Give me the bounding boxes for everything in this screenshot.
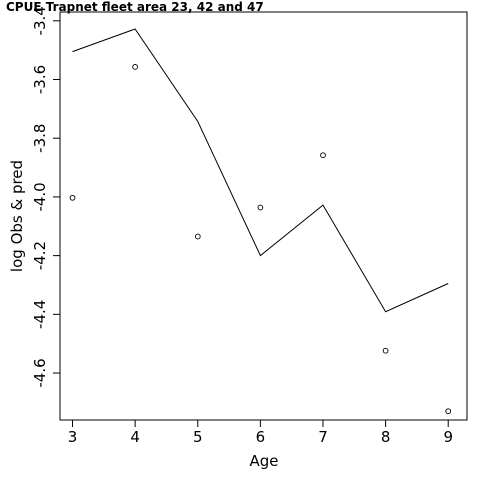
y-axis-label: log Obs & pred (8, 160, 26, 272)
y-tick-label: -4.4 (31, 300, 49, 329)
x-tick-label: 8 (381, 428, 391, 446)
x-tick-label: 6 (256, 428, 266, 446)
x-tick-label: 3 (68, 428, 78, 446)
observed-point (132, 64, 138, 70)
x-tick-label: 9 (443, 428, 453, 446)
y-tick-label: -4.6 (31, 358, 49, 387)
plot-area (69, 28, 452, 415)
y-tick-label: -4.0 (31, 182, 49, 211)
y-tick-label: -3.8 (31, 124, 49, 153)
x-axis-label: Age (249, 452, 278, 470)
plot-frame (59, 11, 468, 421)
observed-point (257, 204, 264, 211)
predicted-line (72, 28, 449, 313)
observed-point (69, 194, 76, 201)
x-tick-label: 4 (130, 428, 140, 446)
x-tick-label: 7 (318, 428, 328, 446)
y-tick-label: -3.4 (31, 6, 49, 35)
chart-title: CPUE Trapnet fleet area 23, 42 and 47 (6, 0, 264, 14)
x-tick-label: 5 (193, 428, 203, 446)
y-axis: -3.4 -3.6 -3.8 -4.0 -4.2 -4.4 -4.6 (31, 6, 60, 388)
observed-point (382, 347, 389, 354)
observed-point (445, 408, 452, 415)
y-tick-label: -4.2 (31, 241, 49, 270)
observed-point (320, 152, 326, 159)
observed-point (194, 233, 201, 240)
x-axis: 3 4 5 6 7 8 9 (68, 420, 453, 446)
y-tick-label: -3.6 (31, 65, 49, 94)
